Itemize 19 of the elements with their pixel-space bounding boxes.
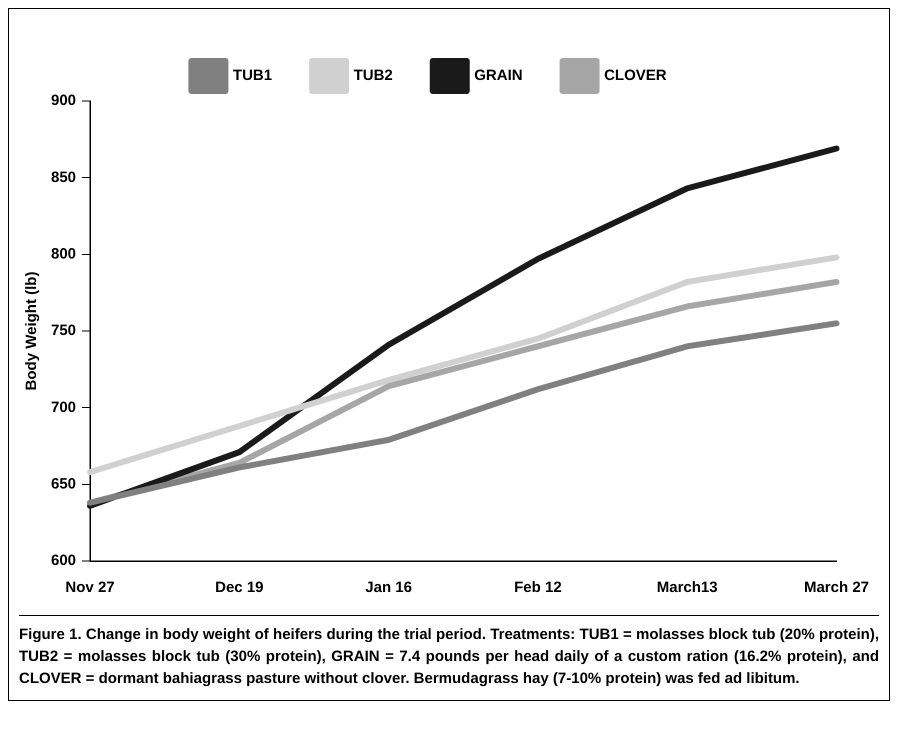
y-tick-label: 750 [50,322,76,340]
x-tick-label: March13 [656,579,718,596]
legend-label: TUB1 [232,67,272,84]
x-tick-label: Nov 27 [65,579,115,596]
caption: Figure 1. Change in body weight of heifers during the trial period. Treatments: TUB1 = molasses block tub (20% protein), TUB2 = molasses block tub (30% protein), GRAIN = 7.4 pounds per head daily of a custom ration (16.2% protein), and CLOVER = dormant bahiagrass pasture without clover. Bermudagrass hay (7-10% protein) was fed ad libitum. [19,625,879,689]
x-tick-label: Dec 19 [215,579,264,596]
y-tick-label: 800 [50,245,76,262]
x-tick-label: Feb 12 [514,579,562,596]
y-tick-label: 900 [50,92,76,110]
legend-label: CLOVER [604,67,667,84]
y-tick-label: 600 [50,552,76,570]
x-tick-label: March 27 [804,579,870,596]
y-tick-label: 700 [50,398,76,416]
y-tick-label: 850 [50,168,76,186]
y-tick-label: 650 [50,475,76,492]
legend-label: TUB2 [354,67,393,84]
legend-label: GRAIN [474,67,523,84]
y-axis-title: Body Weight (lb) [23,272,40,390]
x-tick-label: Jan 16 [365,579,412,596]
